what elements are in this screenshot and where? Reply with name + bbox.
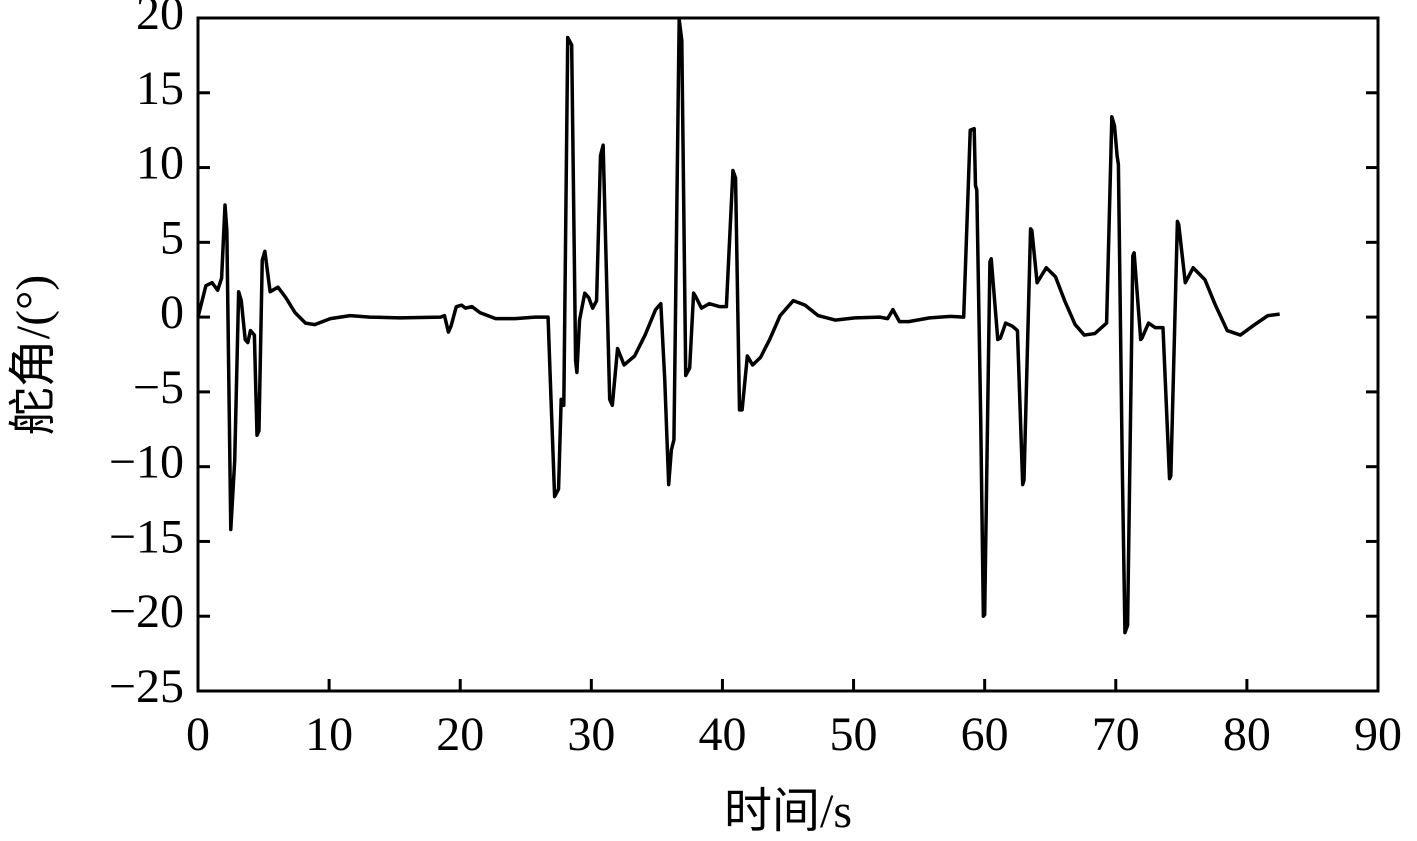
x-tick-label: 30 [567, 708, 615, 761]
y-tick-label: −10 [109, 436, 184, 489]
x-tick-label: 20 [436, 708, 484, 761]
x-tick-label: 70 [1092, 708, 1140, 761]
y-tick-label: 10 [136, 137, 184, 190]
y-tick-label: −25 [109, 660, 184, 713]
data-line [196, 17, 1280, 635]
y-tick-label: 5 [160, 211, 184, 264]
y-tick-label: 20 [136, 0, 184, 40]
x-tick-label: 80 [1223, 708, 1271, 761]
y-tick-label: −15 [109, 510, 184, 563]
y-axis-label: 舵角/(°) [7, 275, 60, 436]
x-tick-label: 0 [186, 708, 210, 761]
y-tick-label: −5 [133, 361, 184, 414]
x-tick-label: 60 [961, 708, 1009, 761]
x-tick-label: 40 [698, 708, 746, 761]
y-tick-label: −20 [109, 585, 184, 638]
x-tick-label: 10 [305, 708, 353, 761]
plot-frame [196, 16, 1380, 693]
x-axis-label: 时间/s [724, 785, 852, 838]
x-tick-label: 90 [1354, 708, 1402, 761]
y-tick-label: 15 [136, 62, 184, 115]
y-tick-label: 0 [160, 286, 184, 339]
x-tick-label: 50 [830, 708, 878, 761]
